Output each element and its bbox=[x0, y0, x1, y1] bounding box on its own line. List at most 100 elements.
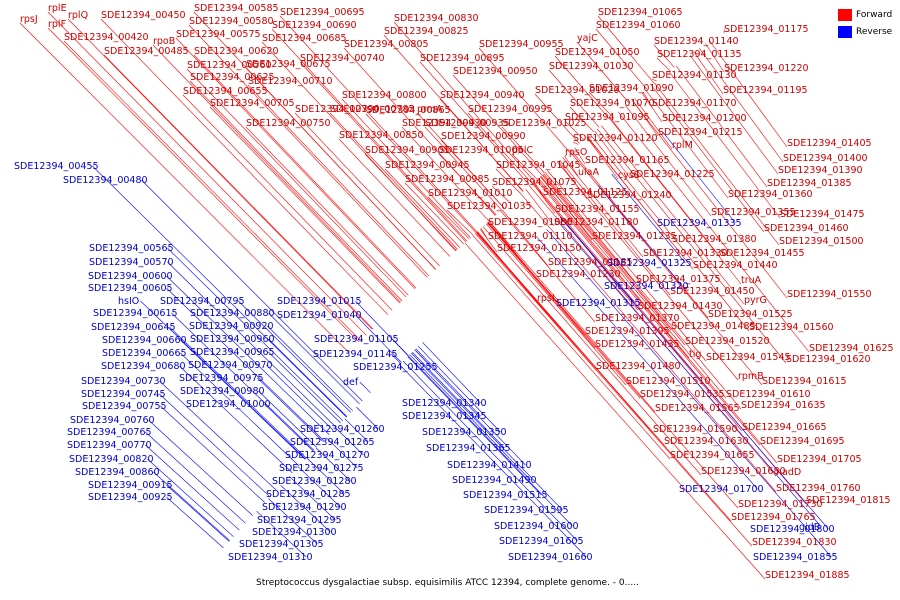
forward-gene-label: SDE12394_00580 bbox=[189, 16, 274, 27]
forward-leader-line bbox=[63, 40, 362, 341]
reverse-gene-label: SDE12394_01345 bbox=[402, 411, 487, 422]
forward-gene-label: SDE12394_01170 bbox=[652, 98, 737, 109]
reverse-gene-label: hsIO bbox=[118, 296, 139, 307]
reverse-gene-label: SDE12394_01260 bbox=[300, 424, 385, 435]
forward-gene-label: SDE12394_01010 bbox=[428, 188, 513, 199]
reverse-gene-label: SDE12394_01365 bbox=[426, 443, 511, 454]
forward-gene-label: SDE12394_00690 bbox=[272, 20, 357, 31]
forward-gene-label: SDE12394_01545 bbox=[706, 352, 791, 363]
forward-gene-label: SDE12394_01400 bbox=[783, 153, 868, 164]
forward-gene-label: SDE12394_01630 bbox=[664, 436, 749, 447]
forward-gene-label: SDE12394_01590 bbox=[653, 424, 738, 435]
forward-leader-line bbox=[557, 161, 739, 381]
reverse-leader-line bbox=[280, 485, 331, 533]
forward-leader-line bbox=[539, 176, 727, 399]
forward-leader-line bbox=[572, 141, 579, 145]
forward-gene-label: SDE12394_01565 bbox=[655, 403, 740, 414]
forward-gene-label: SDE12394_00865 bbox=[366, 105, 451, 116]
forward-gene-label: SDE12394_00695 bbox=[280, 7, 365, 18]
reverse-leader-line bbox=[355, 314, 402, 363]
forward-leader-line bbox=[245, 126, 409, 296]
reverse-leader-line bbox=[159, 393, 271, 498]
forward-gene-label: SDE12394_01395 bbox=[585, 326, 670, 337]
reverse-leader-line bbox=[257, 377, 323, 442]
reverse-gene-label: SDE12394_00920 bbox=[189, 321, 274, 332]
forward-gene-label: SDE12394_01185 bbox=[548, 257, 633, 268]
reverse-leader-line bbox=[167, 261, 337, 428]
forward-leader-line bbox=[537, 179, 778, 464]
forward-leader-line bbox=[548, 69, 600, 128]
forward-leader-line bbox=[705, 43, 725, 73]
forward-gene-label: SDE12394_01390 bbox=[778, 165, 863, 176]
forward-leader-line bbox=[482, 226, 702, 476]
forward-leader-line bbox=[464, 242, 766, 580]
forward-leader-line bbox=[554, 55, 610, 120]
forward-gene-label: SDE12394_01095 bbox=[565, 112, 650, 123]
forward-leader-line bbox=[689, 55, 779, 175]
reverse-gene-label: SDE12394_01605 bbox=[499, 536, 584, 547]
forward-leader-line bbox=[182, 94, 393, 311]
forward-gene-label: SDE12394_01130 bbox=[652, 70, 737, 81]
reverse-leader-line bbox=[256, 510, 307, 558]
reverse-gene-label: SDE12394_00980 bbox=[180, 386, 265, 397]
forward-leader-line bbox=[634, 98, 673, 150]
forward-leader-line bbox=[475, 232, 732, 522]
legend-item-reverse: Reverse bbox=[838, 23, 892, 40]
reverse-leader-line bbox=[411, 352, 563, 511]
forward-gene-label: SDE12394_00945 bbox=[385, 160, 470, 171]
reverse-leader-line bbox=[147, 458, 234, 537]
forward-leader-line bbox=[427, 196, 470, 240]
forward-leader-line bbox=[564, 120, 585, 141]
reverse-leader-line bbox=[560, 217, 635, 304]
forward-leader-line bbox=[574, 147, 586, 165]
forward-gene-label: SDE12394_01695 bbox=[760, 436, 845, 447]
reverse-gene-label: SDE12394_01325 bbox=[607, 258, 692, 269]
forward-gene-label: SDE12394_01525 bbox=[708, 309, 793, 320]
reverse-gene-label: SDE12394_01300 bbox=[252, 527, 337, 538]
forward-gene-label: SDE12394_01830 bbox=[752, 537, 837, 548]
forward-gene-label: SDE12394_01485 bbox=[671, 321, 756, 332]
reverse-gene-label: SDE12394_01315 bbox=[556, 298, 641, 309]
reverse-leader-line bbox=[415, 348, 481, 417]
forward-gene-label: SDE12394_01815 bbox=[806, 495, 891, 506]
forward-gene-label: tig bbox=[689, 349, 701, 360]
forward-leader-line bbox=[534, 93, 580, 144]
forward-leader-line bbox=[271, 28, 468, 242]
reverse-leader-line bbox=[407, 356, 542, 496]
reverse-gene-label: SDE12394_01600 bbox=[494, 521, 579, 532]
forward-gene-label: SDE12394_01120 bbox=[573, 133, 658, 144]
forward-gene-label: SDE12394_01635 bbox=[741, 400, 826, 411]
forward-gene-label: SDE12394_01520 bbox=[685, 336, 770, 347]
forward-leader-line bbox=[559, 159, 671, 296]
forward-gene-label: SDE12394_01175 bbox=[724, 24, 809, 35]
forward-leader-line bbox=[404, 182, 464, 245]
forward-gene-label: polC bbox=[512, 145, 533, 156]
forward-gene-label: SDE12394_01215 bbox=[658, 127, 743, 138]
forward-gene-label: SDE12394_01380 bbox=[672, 234, 757, 245]
reverse-leader-line bbox=[92, 165, 347, 418]
reverse-leader-line bbox=[335, 427, 364, 456]
forward-gene-label: cysS bbox=[618, 170, 640, 181]
forward-leader-line bbox=[393, 21, 535, 182]
forward-leader-line bbox=[419, 61, 531, 186]
reverse-gene-label: SDE12394_00860 bbox=[75, 467, 160, 478]
forward-gene-label: SDE12394_00655 bbox=[183, 86, 268, 97]
reverse-gene-label: SDE12394_00795 bbox=[160, 296, 245, 307]
reverse-leader-line bbox=[268, 498, 318, 545]
reverse-gene-label: SDE12394_01595 bbox=[484, 505, 569, 516]
reverse-leader-line bbox=[171, 312, 315, 451]
reverse-leader-line bbox=[264, 403, 314, 452]
reverse-leader-line bbox=[180, 339, 306, 460]
reverse-gene-label: SDE12394_00680 bbox=[101, 361, 186, 372]
forward-gene-label: SDE12394_01705 bbox=[777, 454, 862, 465]
forward-leader-line bbox=[495, 168, 521, 194]
reverse-gene-label: SDE12394_00960 bbox=[190, 334, 275, 345]
forward-gene-label: SDE12394_01370 bbox=[595, 313, 680, 324]
forward-gene-label: SDE12394_01165 bbox=[585, 155, 670, 166]
forward-gene-label: SDE12394_01355 bbox=[711, 207, 796, 218]
reverse-leader-line bbox=[597, 185, 683, 287]
forward-gene-label: SDE12394_01135 bbox=[657, 49, 742, 60]
reverse-leader-line bbox=[411, 351, 505, 449]
reverse-leader-line bbox=[409, 354, 531, 481]
forward-gene-label: SDE12394_01220 bbox=[724, 63, 809, 74]
